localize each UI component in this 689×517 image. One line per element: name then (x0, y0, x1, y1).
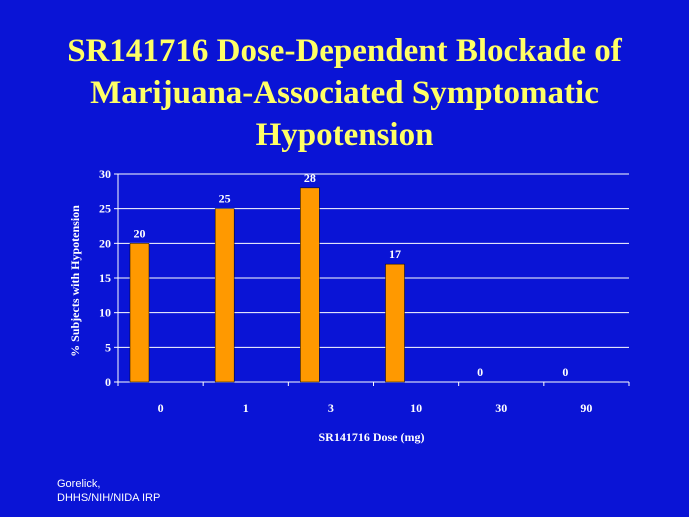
x-tick-label: 90 (580, 401, 592, 415)
credit-line-2: DHHS/NIH/NIDA IRP (57, 492, 161, 504)
data-label: 0 (477, 365, 483, 379)
bar-10 (385, 263, 405, 383)
bar-0 (129, 243, 150, 383)
y-tick-label: 30 (99, 167, 111, 181)
bar-3 (300, 187, 320, 383)
source-credit: Gorelick, DHHS/NIH/NIDA IRP (57, 477, 160, 505)
title-line-1: SR141716 Dose-Dependent Blockade of (67, 33, 622, 69)
x-tick-label: 30 (495, 401, 507, 415)
y-tick-label: 10 (99, 306, 111, 320)
data-label: 17 (389, 247, 401, 261)
y-tick-label: 5 (105, 340, 111, 354)
credit-line-1: Gorelick, (57, 478, 101, 490)
bar-1 (214, 208, 235, 383)
slide-title: SR141716 Dose-Dependent Blockade of Mari… (0, 30, 689, 156)
data-label: 28 (304, 171, 316, 185)
y-tick-label: 15 (99, 271, 111, 285)
x-tick-label: 0 (158, 401, 164, 415)
y-tick-label: 20 (99, 236, 111, 250)
title-line-3: Hypotension (255, 117, 434, 153)
y-axis-title: % Subjects with Hypotension (68, 205, 82, 357)
x-axis-title: SR141716 Dose (mg) (319, 430, 425, 444)
x-tick-label: 3 (328, 401, 334, 415)
data-label: 0 (562, 365, 568, 379)
x-tick-label: 1 (243, 401, 249, 415)
data-label: 20 (134, 226, 146, 240)
y-tick-label: 0 (105, 375, 111, 389)
x-tick-label: 10 (410, 401, 422, 415)
title-line-2: Marijuana-Associated Symptomatic (90, 75, 599, 111)
y-tick-label: 25 (99, 202, 111, 216)
data-label: 25 (219, 192, 231, 206)
